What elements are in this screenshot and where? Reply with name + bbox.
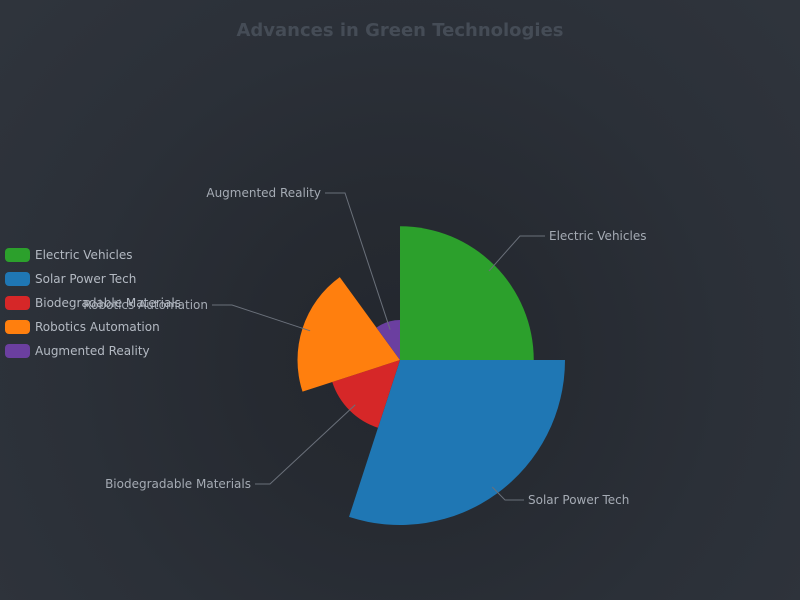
legend-label: Solar Power Tech — [35, 272, 137, 286]
legend-item[interactable]: Solar Power Tech — [5, 267, 181, 291]
leader-line — [212, 304, 311, 332]
pie-slice-robotics-automation[interactable] — [297, 277, 400, 392]
leader-line — [325, 192, 391, 330]
legend-item[interactable]: Electric Vehicles — [5, 243, 181, 267]
pie-slice-electric-vehicles[interactable] — [400, 226, 534, 360]
legend-label: Augmented Reality — [35, 344, 150, 358]
legend-item[interactable]: Robotics Automation — [5, 315, 181, 339]
leader-line — [255, 404, 356, 485]
legend: Electric Vehicles Solar Power Tech Biodegr… — [5, 243, 181, 363]
leader-line — [488, 235, 545, 272]
slice-label: Robotics Automation — [83, 298, 208, 312]
legend-item[interactable]: Augmented Reality — [5, 339, 181, 363]
legend-label: Electric Vehicles — [35, 248, 133, 262]
slice-label: Electric Vehicles — [549, 229, 646, 243]
leader-line — [491, 486, 524, 501]
slice-label: Solar Power Tech — [528, 493, 629, 507]
pie-slice-biodegradable-materials[interactable] — [332, 360, 400, 428]
slice-labels: Electric Vehicles Solar Power Tech Biodegr… — [83, 186, 646, 507]
chart-title: Advances in Green Technologies — [236, 20, 564, 41]
slice-label: Biodegradable Materials — [105, 477, 251, 491]
legend-swatch — [5, 320, 30, 334]
legend-item[interactable]: Biodegradable Materials — [5, 291, 181, 315]
legend-swatch — [5, 344, 30, 358]
pie-slice-augmented-reality[interactable] — [376, 320, 400, 360]
slice-label: Augmented Reality — [206, 186, 321, 200]
pie-slice-solar-power-tech[interactable] — [349, 360, 565, 525]
legend-label: Biodegradable Materials — [35, 296, 181, 310]
legend-swatch — [5, 296, 30, 310]
pie-slices — [297, 226, 565, 525]
legend-label: Robotics Automation — [35, 320, 160, 334]
legend-swatch — [5, 248, 30, 262]
legend-swatch — [5, 272, 30, 286]
